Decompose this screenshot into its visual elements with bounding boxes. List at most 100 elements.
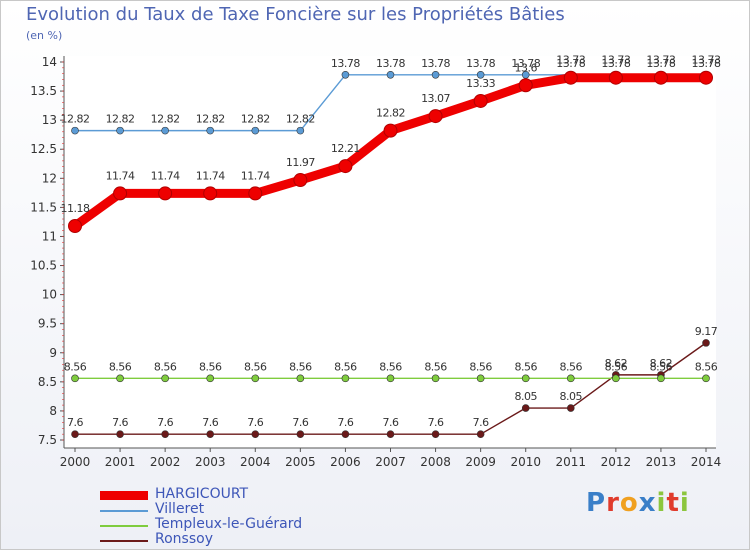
data-label-villeret: 12.82 [241,113,270,126]
data-label-templeux-le-gu-rard: 8.56 [560,360,583,373]
legend-swatch-villeret [100,510,148,512]
y-tick-label: 14 [42,55,57,69]
data-point-hargicourt [293,173,308,188]
x-tick-label: 2002 [150,455,181,469]
x-tick-label: 2012 [601,455,632,469]
data-label-villeret: 13.78 [692,57,721,70]
data-label-ronssoy: 7.6 [473,416,489,429]
data-label-hargicourt: 11.74 [241,169,270,182]
data-point-ronssoy [566,404,575,412]
y-tick-label: 11 [42,229,57,243]
data-label-villeret: 13.78 [556,57,585,70]
data-point-hargicourt [383,123,398,138]
data-label-villeret: 13.78 [466,57,495,70]
data-label-ronssoy: 8.62 [605,357,628,370]
data-label-hargicourt: 12.21 [331,142,360,155]
data-label-ronssoy: 8.05 [560,390,583,403]
x-tick-label: 2011 [556,455,587,469]
data-point-hargicourt [699,70,713,85]
data-point-templeux-le-gu-rard [251,374,260,383]
data-point-hargicourt [248,186,263,201]
data-point-ronssoy [251,430,260,438]
legend-label-templeux: Templeux-le-Guérard [155,516,303,532]
data-label-villeret: 12.82 [106,113,135,126]
data-label-templeux-le-gu-rard: 8.56 [469,360,492,373]
data-point-hargicourt [428,109,443,124]
data-point-templeux-le-gu-rard [521,374,530,383]
data-point-villeret [341,70,350,79]
data-point-hargicourt [113,186,128,201]
y-tick-label: 8 [49,404,57,418]
data-point-hargicourt [158,186,173,201]
data-label-villeret: 13.78 [511,57,540,70]
data-label-hargicourt: 13.6 [514,61,537,74]
data-label-templeux-le-gu-rard: 8.56 [289,360,312,373]
data-point-templeux-le-gu-rard [702,374,710,383]
data-label-hargicourt: 11.18 [61,202,90,215]
data-label-templeux-le-gu-rard: 8.56 [334,360,357,373]
data-label-templeux-le-gu-rard: 8.56 [64,360,87,373]
data-label-templeux-le-gu-rard: 8.56 [514,360,537,373]
data-point-templeux-le-gu-rard [71,374,79,383]
data-point-hargicourt [203,186,218,201]
data-label-hargicourt: 13.73 [556,54,585,67]
data-label-templeux-le-gu-rard: 8.56 [650,360,673,373]
data-label-hargicourt: 13.73 [692,54,721,67]
data-point-templeux-le-gu-rard [161,374,169,383]
data-label-templeux-le-gu-rard: 8.56 [605,360,628,373]
data-point-hargicourt [473,93,488,108]
data-label-templeux-le-gu-rard: 8.56 [695,360,718,373]
y-unit-label: (en %) [26,29,63,42]
data-point-villeret [206,126,215,135]
y-tick-label: 7.5 [38,433,57,447]
data-point-hargicourt [608,70,623,85]
y-tick-label: 9.5 [38,317,57,331]
data-point-villeret [161,126,169,135]
proxiti-logo: Proxiti [586,488,690,518]
y-tick-label: 9 [49,346,57,360]
data-label-hargicourt: 11.74 [196,169,225,182]
data-label-ronssoy: 7.6 [292,416,308,429]
data-label-hargicourt: 11.74 [151,169,180,182]
data-point-ronssoy [476,430,485,438]
data-point-villeret [476,70,485,79]
data-point-ronssoy [386,430,395,438]
x-tick-label: 2003 [195,455,226,469]
y-tick-label: 8.5 [38,375,57,389]
data-label-templeux-le-gu-rard: 8.56 [424,360,447,373]
x-tick-label: 2010 [510,455,541,469]
data-point-villeret [116,126,124,135]
data-label-villeret: 13.78 [331,57,360,70]
data-label-hargicourt: 13.73 [646,54,675,67]
x-tick-label: 2013 [646,455,677,469]
data-point-ronssoy [521,404,530,412]
data-point-templeux-le-gu-rard [296,374,305,383]
data-label-templeux-le-gu-rard: 8.56 [244,360,267,373]
data-label-ronssoy: 8.05 [514,390,537,403]
data-label-villeret: 12.82 [151,113,180,126]
data-point-templeux-le-gu-rard [341,374,350,383]
data-label-ronssoy: 7.6 [67,416,83,429]
data-label-ronssoy: 7.6 [202,416,218,429]
data-label-villeret: 12.82 [61,113,90,126]
x-tick-label: 2006 [330,455,361,469]
plot-area [64,56,716,448]
chart-title: Evolution du Taux de Taxe Foncière sur l… [26,4,565,25]
y-tick-label: 10.5 [30,259,57,273]
data-label-ronssoy: 7.6 [383,416,399,429]
data-label-villeret: 12.82 [286,113,315,126]
data-point-ronssoy [341,430,350,438]
legend-label-villeret: Villeret [155,501,205,517]
data-point-ronssoy [161,430,169,438]
data-point-templeux-le-gu-rard [116,374,124,383]
data-point-ronssoy [116,430,124,438]
data-label-villeret: 13.78 [601,57,630,70]
data-point-ronssoy [71,430,79,438]
data-label-templeux-le-gu-rard: 8.56 [199,360,222,373]
data-label-ronssoy: 7.6 [428,416,444,429]
data-label-hargicourt: 11.74 [106,169,135,182]
legend-label-ronssoy: Ronssoy [155,531,213,547]
data-label-villeret: 13.78 [421,57,450,70]
data-point-templeux-le-gu-rard [476,374,485,383]
